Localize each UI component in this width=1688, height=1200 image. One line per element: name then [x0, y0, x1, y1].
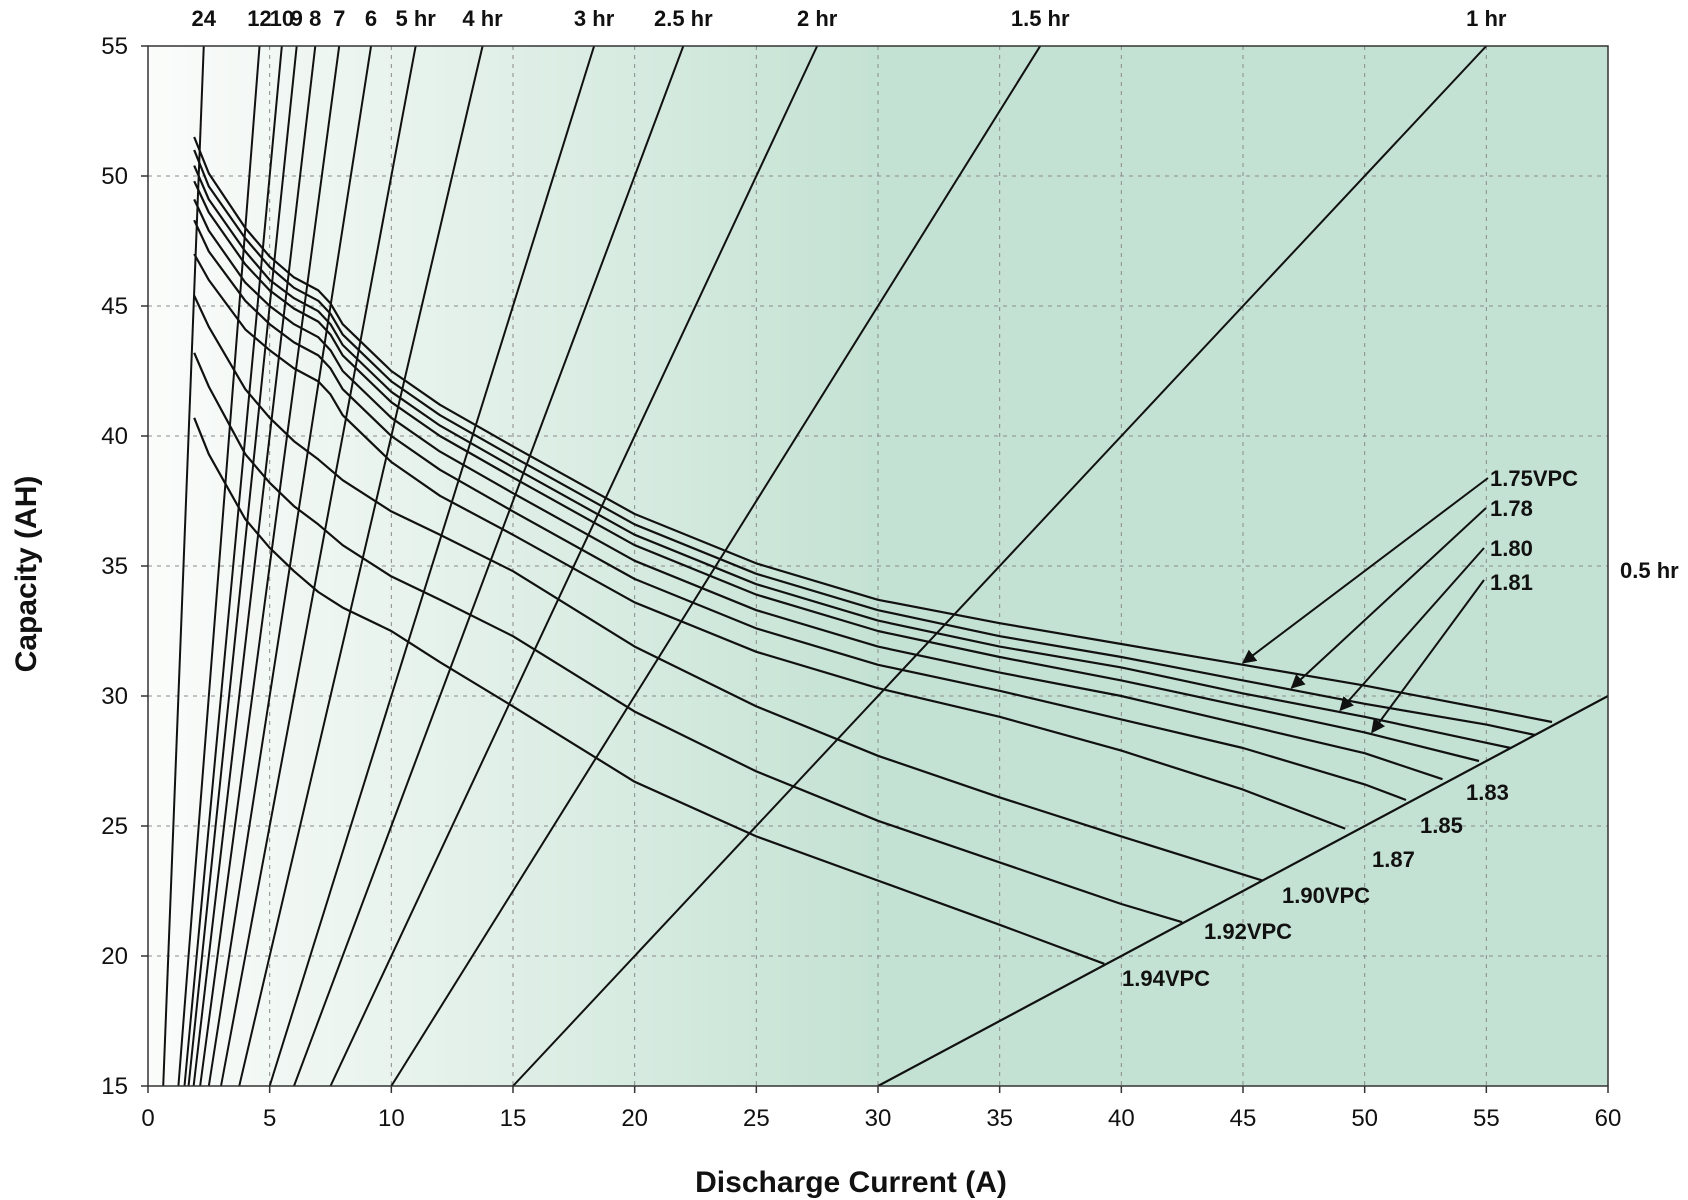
series-label: 1.92VPC [1204, 919, 1292, 944]
series-label: 1.85 [1420, 813, 1463, 838]
series-line [877, 695, 1608, 1086]
series-line [193, 136, 1553, 724]
hour-line [268, 46, 596, 1086]
annotation-arrow [1371, 579, 1485, 734]
y-tick-label: 50 [101, 163, 128, 190]
y-tick-label: 15 [101, 1073, 128, 1100]
x-tick-label: 60 [1595, 1105, 1622, 1132]
series-label: 1.90VPC [1282, 883, 1370, 908]
hour-line-label: 8 [309, 6, 321, 31]
series-line [193, 417, 1105, 965]
hour-line-label: 10 [270, 6, 294, 31]
series-line [193, 219, 1407, 802]
x-tick-label: 45 [1230, 1105, 1257, 1132]
hour-line-label: 4 hr [462, 6, 503, 31]
annotation-arrow [1339, 547, 1485, 712]
hour-line-label: 2.5 hr [654, 6, 713, 31]
series-line [193, 253, 1346, 830]
series-label: 1.83 [1466, 780, 1509, 805]
y-tick-label: 40 [101, 423, 128, 450]
hour-line-label: 3 hr [574, 6, 615, 31]
y-tick-label: 55 [101, 33, 128, 60]
hour-line [183, 46, 283, 1086]
series-line [193, 165, 1511, 750]
hour-line-label: 24 [192, 6, 217, 31]
x-tick-label: 30 [865, 1105, 892, 1132]
y-tick-label: 45 [101, 293, 128, 320]
hour-line-label: 5 hr [395, 6, 436, 31]
series-line [193, 198, 1443, 781]
series-label: 1.75VPC [1490, 466, 1578, 491]
hour-line [390, 46, 1042, 1086]
x-tick-label: 0 [141, 1105, 154, 1132]
axes: 0 5 10 15 20 25 30 35 40 45 50 55 60 15 20 25 30 35 40 45 50… [101, 33, 1621, 1132]
series-line [193, 295, 1263, 882]
hour-line [199, 46, 341, 1086]
y-tick-label: 30 [101, 683, 128, 710]
x-tick-label: 50 [1351, 1105, 1378, 1132]
series-label: 1.81 [1490, 570, 1533, 595]
y-tick-label: 25 [101, 813, 128, 840]
y-tick-label: 20 [101, 943, 128, 970]
x-tick-label: 35 [986, 1105, 1013, 1132]
annotation-arrow [1290, 507, 1487, 689]
x-tick-label: 15 [500, 1105, 527, 1132]
hour-lines [162, 46, 1488, 1086]
series-label: 1.94VPC [1122, 966, 1210, 991]
hour-line [293, 46, 685, 1086]
series-label: 1.78 [1490, 496, 1533, 521]
hour-line [512, 46, 1488, 1086]
x-tick-label: 5 [263, 1105, 276, 1132]
hour-line [187, 46, 298, 1086]
x-tick-label: 10 [378, 1105, 405, 1132]
x-axis-title: Discharge Current (A) [695, 1166, 1007, 1199]
hour-line-label: 0.5 hr [1620, 558, 1679, 583]
hour-line-label: 2 hr [797, 6, 838, 31]
y-axis-title: Capacity (AH) [10, 476, 43, 673]
hour-line [329, 46, 819, 1086]
x-tick-label: 20 [621, 1105, 648, 1132]
series-label: 1.80 [1490, 536, 1533, 561]
series-line [193, 180, 1480, 763]
x-tick-label: 55 [1473, 1105, 1500, 1132]
hour-line [162, 46, 205, 1086]
x-tick-label: 25 [743, 1105, 770, 1132]
hour-line-label: 1.5 hr [1011, 6, 1070, 31]
hour-line-label: 9 [291, 6, 303, 31]
capacity-curves [193, 136, 1608, 1086]
series-line [193, 352, 1183, 924]
hour-line-label: 7 [333, 6, 345, 31]
hour-line-label: 6 [365, 6, 377, 31]
hour-line [192, 46, 317, 1086]
hour-line [177, 46, 261, 1086]
series-label: 1.87 [1372, 847, 1415, 872]
hour-line-label: 1 hr [1466, 6, 1507, 31]
y-tick-label: 35 [101, 553, 128, 580]
annotation-arrow [1241, 477, 1489, 664]
x-tick-label: 40 [1108, 1105, 1135, 1132]
hour-line [220, 46, 417, 1086]
hour-line [238, 46, 484, 1086]
series-line [193, 149, 1536, 737]
hour-line-label: 12 [247, 6, 271, 31]
